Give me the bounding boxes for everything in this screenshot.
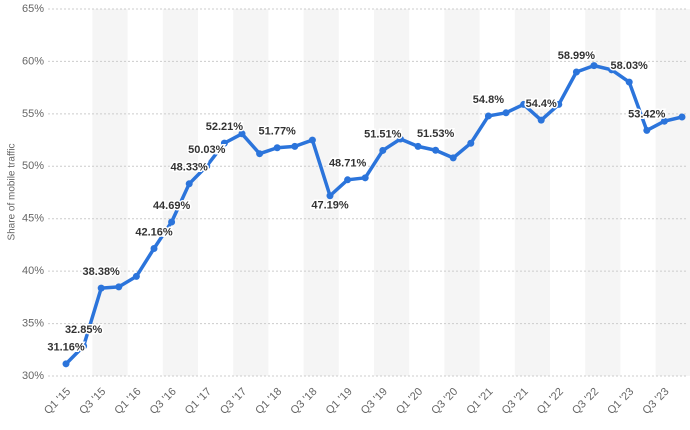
point xyxy=(220,139,228,147)
point xyxy=(97,284,105,292)
x-tick-label: Q3 '17 xyxy=(218,386,249,417)
point xyxy=(361,174,369,182)
x-tick-label: Q3 '16 xyxy=(148,386,179,417)
point xyxy=(379,146,387,154)
point xyxy=(449,154,457,162)
point xyxy=(572,68,580,76)
data-label: 53.42% xyxy=(628,108,666,120)
point xyxy=(115,283,123,291)
point xyxy=(625,78,633,86)
y-tick-label: 55% xyxy=(22,108,44,120)
point xyxy=(555,100,563,108)
point xyxy=(203,162,211,170)
x-tick-label: Q3 '23 xyxy=(640,386,671,417)
x-tick-label: Q1 '18 xyxy=(253,386,284,417)
data-label: 42.16% xyxy=(135,226,173,238)
y-tick-label: 65% xyxy=(22,3,44,15)
x-tick-label: Q1 '16 xyxy=(112,386,143,417)
point xyxy=(80,342,88,350)
point xyxy=(308,136,316,144)
background-stripe xyxy=(655,9,690,376)
data-label: 31.16% xyxy=(47,342,85,354)
x-tick-label: Q3 '22 xyxy=(570,386,601,417)
point xyxy=(537,116,545,124)
y-tick-label: 30% xyxy=(22,370,44,382)
point xyxy=(643,126,651,134)
data-label: 50.03% xyxy=(188,144,226,156)
data-label: 44.69% xyxy=(153,200,191,212)
y-tick-label: 40% xyxy=(22,265,44,277)
x-tick-label: Q3 '20 xyxy=(429,386,460,417)
data-label: 51.51% xyxy=(364,128,402,140)
x-tick-label: Q3 '19 xyxy=(359,386,390,417)
point xyxy=(273,144,281,152)
point xyxy=(396,135,404,143)
point xyxy=(344,176,352,184)
data-label: 58.03% xyxy=(611,60,649,72)
point xyxy=(467,139,475,147)
point xyxy=(432,146,440,154)
x-tick-label: Q1 '17 xyxy=(183,386,214,417)
point xyxy=(326,192,334,200)
data-label: 54.4% xyxy=(526,98,557,110)
point xyxy=(150,244,158,252)
y-tick-label: 60% xyxy=(22,55,44,67)
y-tick-label: 50% xyxy=(22,160,44,172)
x-tick-label: Q1 '21 xyxy=(464,386,495,417)
data-label: 48.33% xyxy=(171,162,209,174)
point xyxy=(660,117,668,125)
background-stripe xyxy=(444,9,480,376)
x-tick-label: Q1 '22 xyxy=(535,386,566,417)
point xyxy=(291,142,299,150)
point xyxy=(414,142,422,150)
data-label: 51.53% xyxy=(417,128,455,140)
background-stripe xyxy=(514,9,550,376)
background-stripe xyxy=(92,9,128,376)
background-stripe xyxy=(233,9,269,376)
x-tick-label: Q3 '18 xyxy=(288,386,319,417)
data-label: 47.19% xyxy=(311,200,349,212)
point xyxy=(256,150,264,158)
background-stripe xyxy=(374,9,410,376)
point xyxy=(132,272,140,280)
data-label: 48.71% xyxy=(329,158,367,170)
point xyxy=(484,112,492,120)
y-tick-label: 35% xyxy=(22,317,44,329)
x-tick-label: Q1 '15 xyxy=(42,386,73,417)
x-tick-label: Q3 '15 xyxy=(77,386,108,417)
data-label: 38.38% xyxy=(83,266,121,278)
data-label: 58.99% xyxy=(558,50,596,62)
point xyxy=(608,66,616,74)
data-label: 32.85% xyxy=(65,324,103,336)
point xyxy=(62,360,70,368)
data-label: 51.77% xyxy=(259,126,297,138)
point xyxy=(678,113,686,121)
point xyxy=(168,218,176,226)
x-tick-label: Q1 '20 xyxy=(394,386,425,417)
x-tick-label: Q1 '19 xyxy=(324,386,355,417)
point xyxy=(502,109,510,117)
point xyxy=(185,180,193,188)
point xyxy=(590,62,598,70)
point xyxy=(520,100,528,108)
y-tick-label: 45% xyxy=(22,213,44,225)
data-label: 52.21% xyxy=(206,121,244,133)
x-tick-label: Q3 '21 xyxy=(500,386,531,417)
data-label: 54.8% xyxy=(473,94,504,106)
x-tick-label: Q1 '23 xyxy=(605,386,636,417)
y-axis-label: Share of mobile traffic xyxy=(7,143,18,240)
background-stripe xyxy=(162,9,198,376)
point xyxy=(238,130,246,138)
